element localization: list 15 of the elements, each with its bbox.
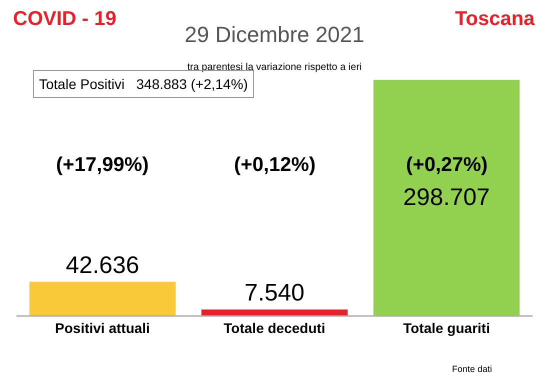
x-tick-label: Positivi attuali bbox=[55, 320, 150, 336]
chart-title: 29 Dicembre 2021 bbox=[184, 22, 364, 47]
text: Toscana bbox=[455, 8, 536, 30]
annotation: (+0,27%) bbox=[406, 154, 488, 176]
annotation: (+0,12%) bbox=[234, 154, 316, 176]
source-note: Fonte dati bbox=[452, 364, 492, 374]
chart-subtitle: tra parentesi la variazione rispetto a ieri bbox=[187, 62, 362, 73]
data-label: 42.636 bbox=[66, 252, 140, 279]
data-label: 7.540 bbox=[244, 279, 305, 306]
annotation: Totale Positivi 348.883 (+2,14%) bbox=[39, 76, 248, 92]
text: COVID - 19 bbox=[13, 8, 116, 30]
x-tick-label: Totale guariti bbox=[403, 320, 490, 336]
x-tick-label: Totale deceduti bbox=[224, 320, 326, 336]
annotation: (+17,99%) bbox=[56, 154, 149, 176]
data-label: 298.707 bbox=[403, 184, 490, 212]
